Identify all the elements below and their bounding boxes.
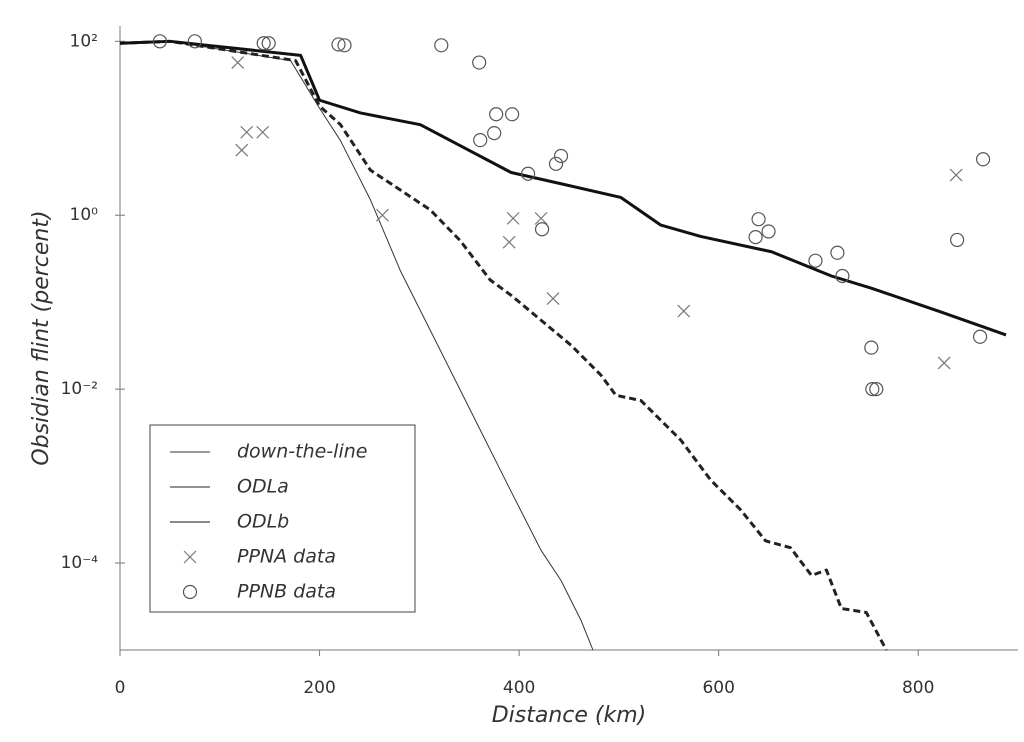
circle-marker: [553, 148, 569, 164]
circle-marker: [534, 222, 550, 237]
circle-marker: [865, 382, 880, 397]
x-tick-label: 400: [503, 678, 535, 698]
circle-marker: [337, 38, 352, 53]
series-line: [119, 40, 594, 651]
circle-marker: [473, 133, 488, 148]
circle-marker: [830, 245, 845, 260]
circle-marker: [548, 156, 564, 171]
legend-label: ODLa: [237, 476, 289, 498]
circle-marker: [835, 268, 850, 284]
y-tick-label: 10⁻²: [61, 379, 98, 399]
circle-marker: [182, 584, 198, 600]
x-marker: [235, 143, 249, 157]
circle-marker: [975, 152, 991, 167]
legend-label: ODLb: [237, 511, 289, 533]
y-axis-label: Obsidian flint (percent): [29, 210, 54, 465]
circle-marker: [331, 37, 346, 52]
x-marker: [506, 211, 520, 225]
y-tick-label: 10⁻⁴: [61, 553, 99, 573]
series-line: [119, 39, 888, 651]
circle-marker: [864, 340, 879, 355]
legend-box: [149, 424, 416, 613]
circle-marker: [761, 224, 776, 239]
x-marker: [375, 208, 389, 222]
x-marker: [231, 56, 245, 69]
circle-marker: [869, 382, 884, 397]
x-marker: [534, 211, 548, 225]
x-marker: [502, 235, 516, 249]
circle-marker: [751, 212, 766, 227]
circle-marker: [256, 36, 271, 51]
x-marker: [256, 125, 270, 139]
circle-marker: [505, 107, 520, 122]
circle-marker: [261, 36, 276, 51]
circle-marker: [950, 232, 965, 248]
x-marker: [937, 356, 951, 370]
circle-marker: [808, 253, 823, 268]
x-tick-label: 0: [115, 678, 126, 698]
circle-marker: [748, 230, 763, 245]
x-marker: [183, 550, 197, 564]
circle-marker: [152, 34, 168, 49]
circle-marker: [187, 34, 202, 49]
y-tick-label: 10²: [70, 31, 98, 51]
legend-label: PPNB data: [237, 581, 336, 603]
y-tick-label: 10⁰: [70, 205, 99, 225]
x-tick-label: 200: [303, 678, 335, 698]
x-marker: [949, 168, 963, 182]
circle-marker: [472, 55, 487, 70]
circle-marker: [487, 125, 502, 141]
circle-marker: [972, 329, 988, 344]
x-axis-label: Distance (km): [492, 703, 647, 728]
circle-marker: [434, 38, 449, 53]
legend-label: down-the-line: [237, 441, 367, 463]
x-marker: [546, 292, 560, 306]
x-tick-label: 800: [902, 678, 934, 698]
legend-label: PPNA data: [237, 546, 336, 568]
x-marker: [240, 125, 254, 139]
series-line: [119, 39, 1007, 337]
x-tick-label: 600: [702, 678, 734, 698]
circle-marker: [520, 166, 536, 181]
circle-marker: [489, 107, 504, 122]
x-marker: [677, 304, 691, 318]
